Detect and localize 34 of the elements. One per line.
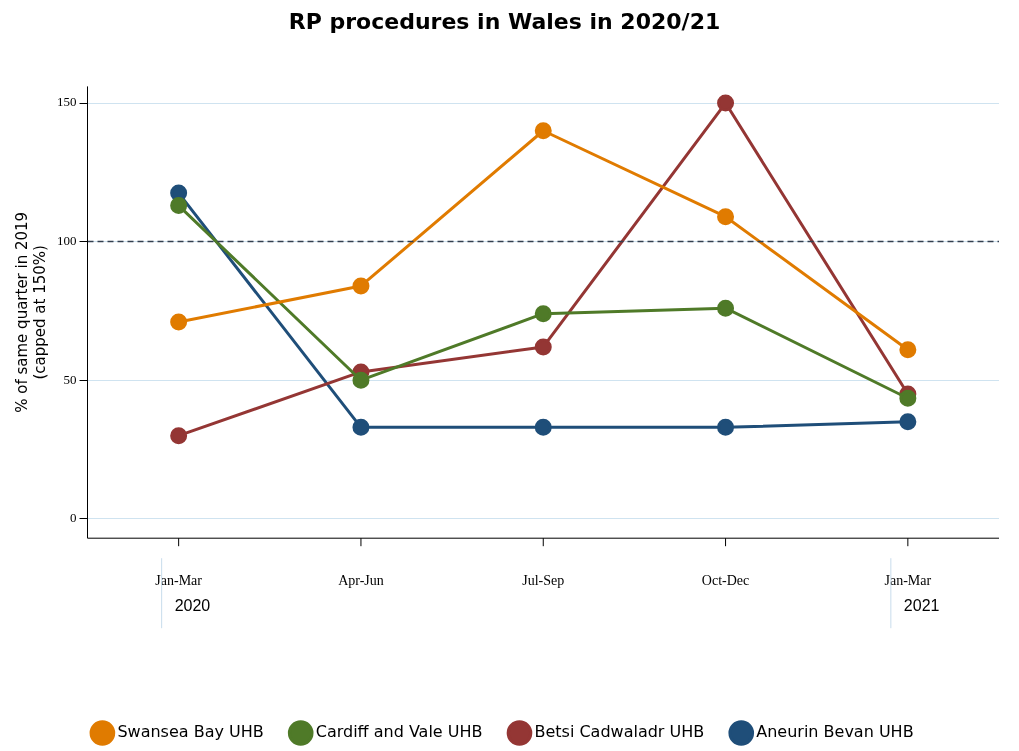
legend-label: Betsi Cadwaladr UHB (534, 722, 705, 742)
legend-label: Cardiff and Vale UHB (315, 722, 483, 742)
x-tick-label: Apr-Jun (338, 573, 384, 589)
point (352, 418, 370, 436)
point (717, 94, 735, 112)
point (534, 305, 552, 323)
point (717, 208, 735, 226)
chart-title: RP procedures in Wales in 2020/21 (288, 8, 721, 34)
y-tick-label: 150 (57, 94, 77, 110)
point (170, 197, 188, 215)
y-tick-label: 50 (63, 371, 77, 387)
point (717, 299, 735, 317)
point (170, 313, 188, 331)
legend-label: Aneurin Bevan UHB (756, 722, 914, 742)
y-tick-label: 100 (57, 233, 77, 249)
text: 2021 (903, 596, 940, 614)
text: 2020 (174, 596, 211, 614)
point (352, 371, 370, 389)
point (717, 418, 735, 436)
point (534, 418, 552, 436)
legend-label: Swansea Bay UHB (117, 722, 264, 742)
point (170, 427, 188, 445)
x-tick-label: Oct-Dec (701, 573, 750, 589)
point (352, 277, 370, 295)
y-axis-title: % of same quarter in 2019 (capped at 150%) (12, 211, 49, 413)
point (899, 389, 917, 407)
x-tick-label: Jul-Sep (522, 573, 565, 589)
x-tick-label: Jan-Mar (884, 573, 932, 589)
y-tick-label: 0 (70, 510, 77, 526)
x-tick-label: Jan-Mar (155, 573, 203, 589)
point (899, 413, 917, 431)
point (534, 338, 552, 356)
point (899, 341, 917, 359)
point (534, 122, 552, 140)
